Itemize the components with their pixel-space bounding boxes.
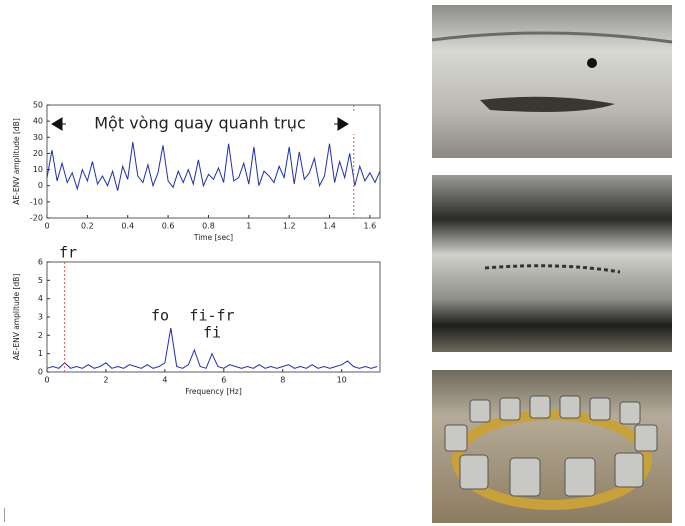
y-tick-label: -20 [30, 214, 43, 223]
y-tick-label: 30 [33, 133, 43, 142]
x-tick-label: 0.8 [202, 222, 215, 231]
peak-label: fr [59, 244, 77, 262]
y-axis-label: AE-ENV amplitude [dB] [12, 274, 21, 361]
y-tick-label: 3 [38, 313, 43, 322]
y-tick-label: 0 [38, 181, 43, 190]
x-tick-label: 1.2 [283, 222, 296, 231]
x-tick-label: 1.4 [323, 222, 336, 231]
y-tick-label: 20 [33, 149, 43, 158]
arrow-right [334, 117, 349, 131]
y-tick-label: 6 [38, 258, 43, 267]
y-tick-label: 50 [33, 101, 43, 110]
x-tick-label: 0 [44, 376, 49, 385]
y-tick-label: -10 [30, 197, 43, 206]
y-tick-label: 4 [38, 294, 43, 303]
photo-rollers [432, 370, 672, 523]
peak-label: fo [151, 307, 169, 325]
cursor-mark [4, 508, 5, 522]
y-axis-label: AE-ENV amplitude [dB] [12, 118, 21, 205]
x-tick-label: 0.2 [81, 222, 94, 231]
peak-label: fi [203, 324, 221, 342]
y-tick-label: 5 [38, 276, 43, 285]
photo-ring [432, 175, 672, 352]
annotation: Một vòng quay quanh trục [94, 114, 306, 133]
y-tick-label: 40 [33, 117, 43, 126]
x-axis-label: Time [sec] [193, 233, 233, 242]
annotation-bg [55, 112, 355, 134]
x-tick-label: 0 [44, 222, 49, 231]
x-tick-label: 10 [337, 376, 347, 385]
arrow-left [51, 117, 66, 131]
photo-raceway [431, 5, 673, 158]
plot-frame [46, 261, 381, 373]
x-tick-label: 4 [162, 376, 167, 385]
x-tick-label: 1.6 [364, 222, 377, 231]
data-line [46, 327, 378, 369]
x-tick-label: 0.6 [162, 222, 175, 231]
y-tick-label: 0 [38, 368, 43, 377]
data-line [46, 142, 381, 191]
x-tick-label: 1 [246, 222, 251, 231]
y-tick-label: 2 [38, 331, 43, 340]
x-axis-label: Frequency [Hz] [185, 387, 242, 396]
y-tick-label: 10 [33, 165, 43, 174]
x-tick-label: 8 [280, 376, 285, 385]
x-tick-label: 6 [221, 376, 226, 385]
x-tick-label: 2 [103, 376, 108, 385]
photos [431, 5, 673, 523]
y-tick-label: 1 [38, 349, 43, 358]
x-tick-label: 0.4 [121, 222, 134, 231]
peak-label: fi-fr [189, 307, 234, 325]
